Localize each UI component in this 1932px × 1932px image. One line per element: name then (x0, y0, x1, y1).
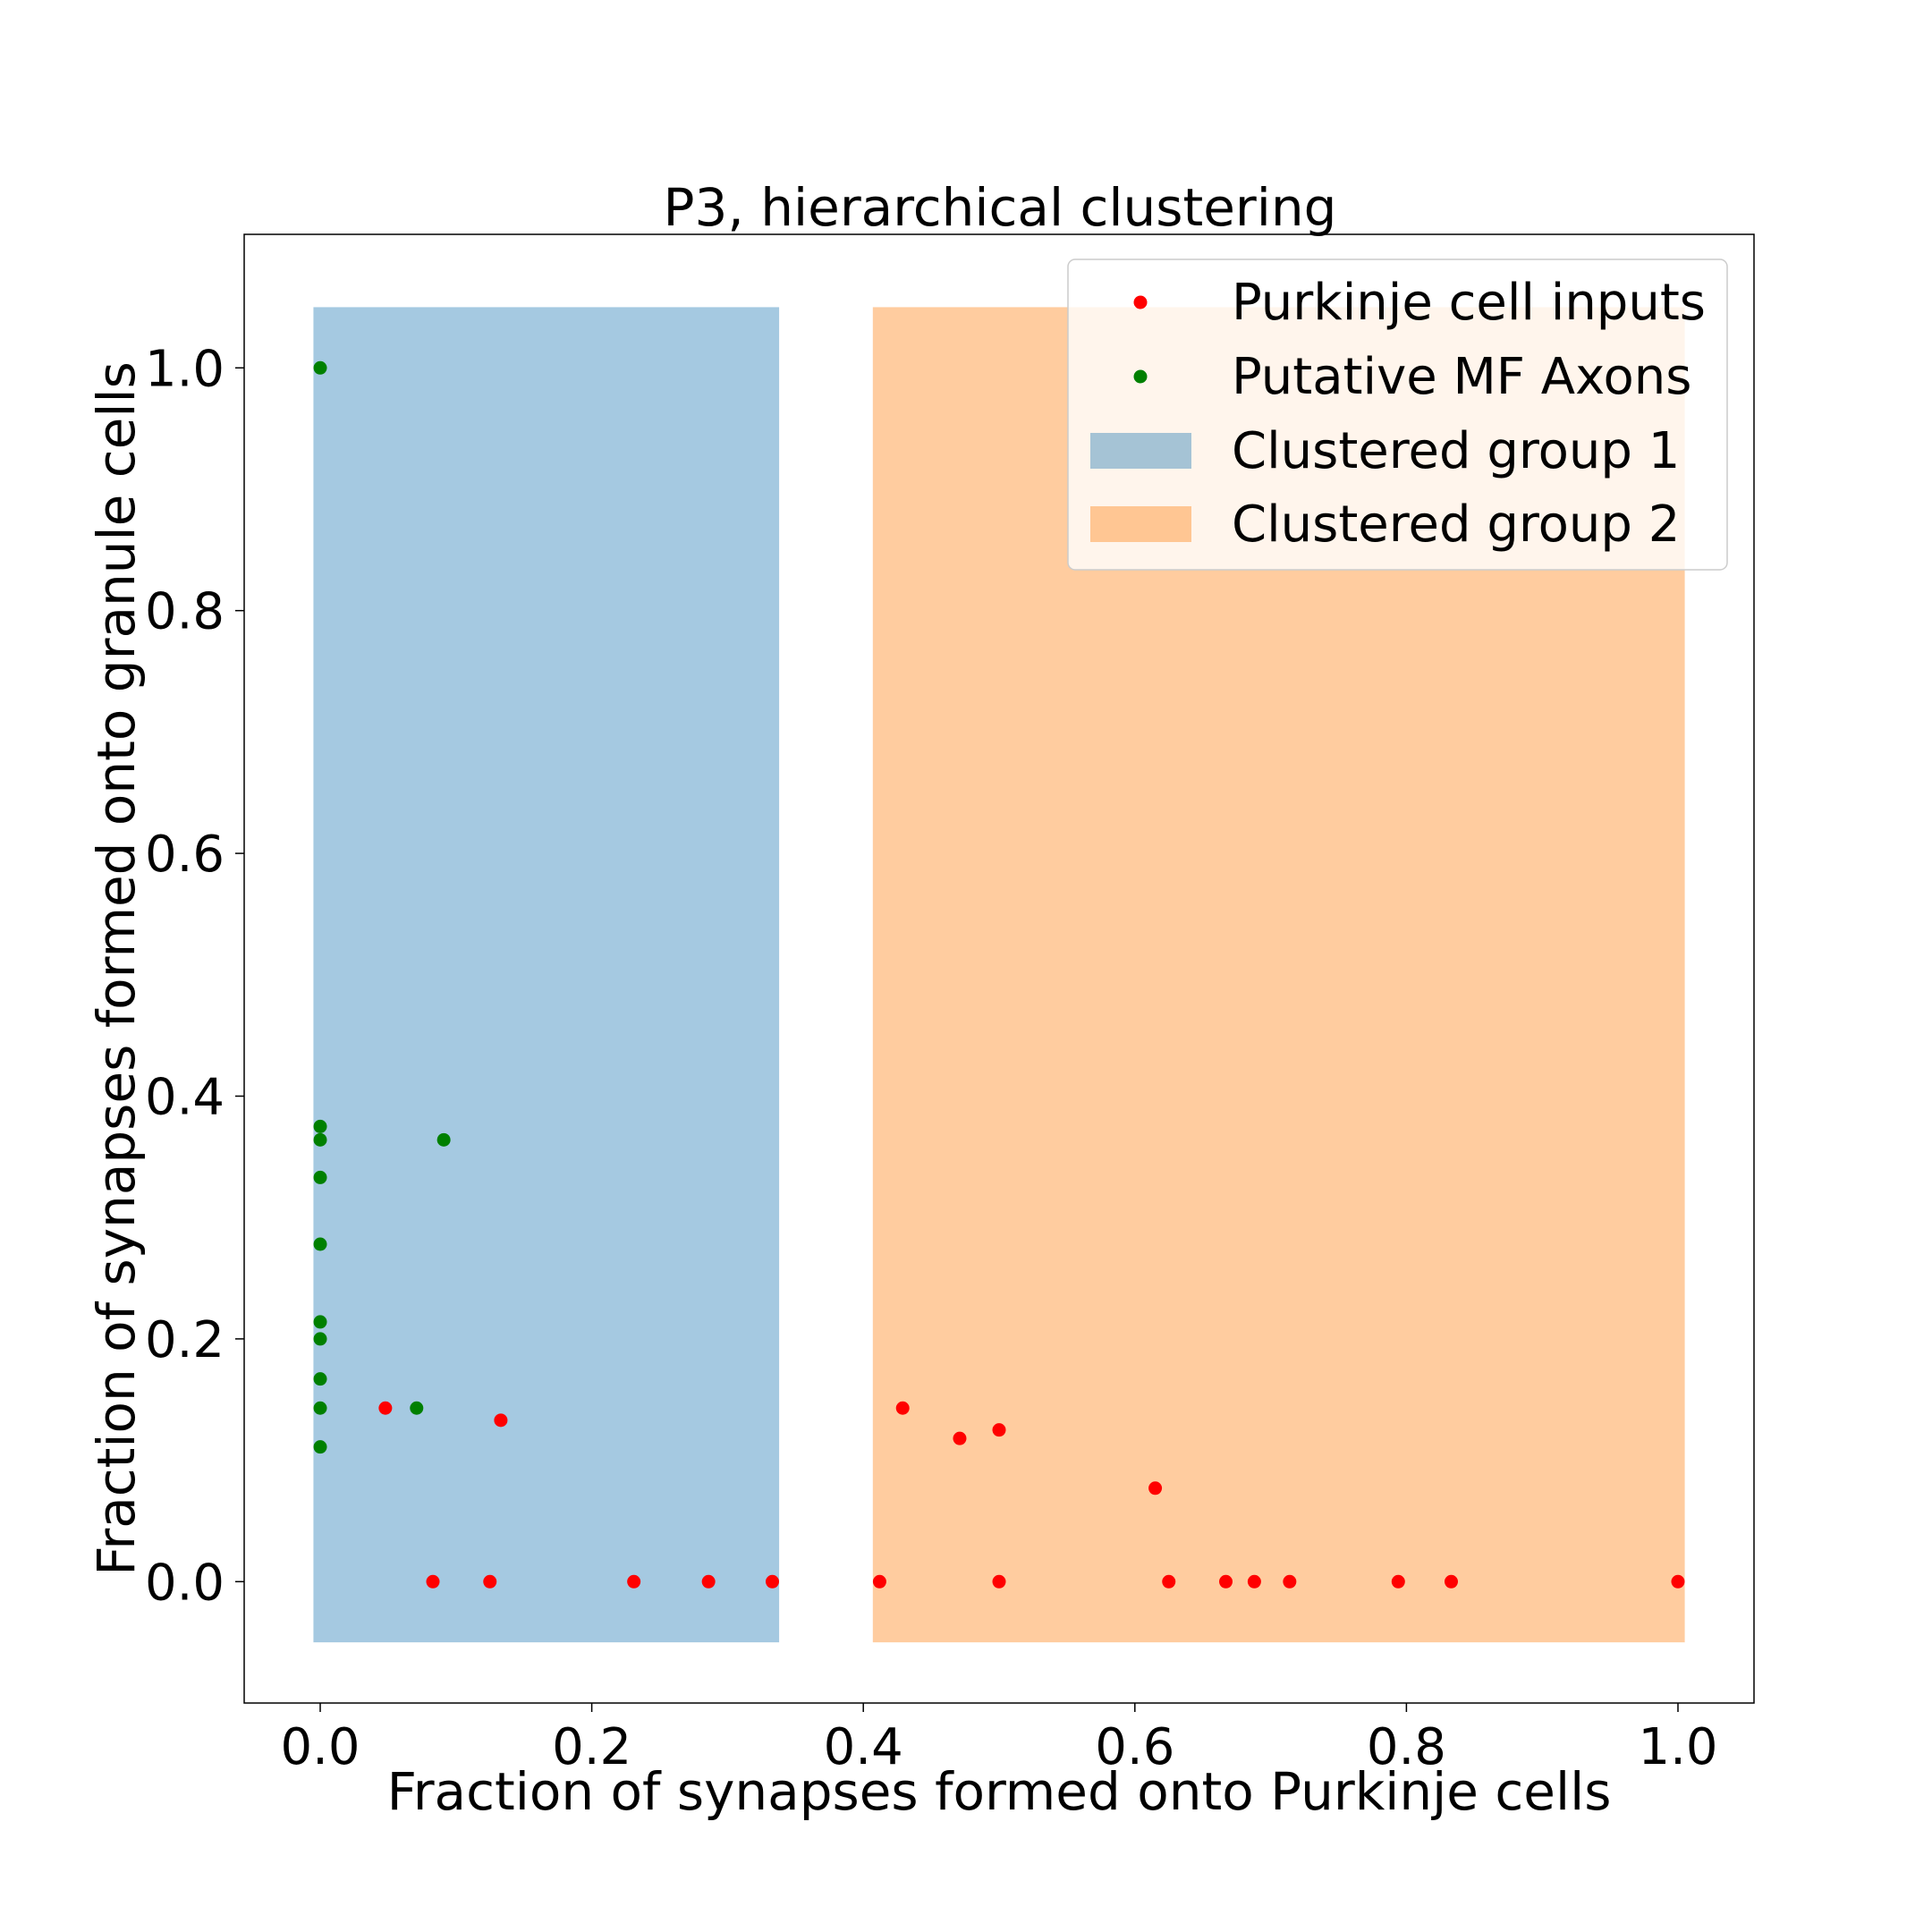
point-purkinje-input-14 (1162, 1574, 1176, 1589)
point-mf-axon-3 (313, 1132, 327, 1147)
point-mf-axon-10 (313, 1440, 327, 1454)
x-tick-label: 0.4 (824, 1718, 903, 1776)
legend-label: Clustered group 2 (1232, 496, 1680, 554)
y-tick-label: 0.8 (145, 583, 225, 641)
legend-swatch-group-1 (1090, 433, 1191, 469)
point-purkinje-input-3 (483, 1574, 497, 1589)
point-purkinje-input-17 (1283, 1574, 1297, 1589)
legend-label: Clustered group 1 (1232, 422, 1680, 480)
point-mf-axon-6 (313, 1315, 327, 1329)
point-purkinje-input-1 (378, 1401, 393, 1415)
y-tick-label: 0.2 (145, 1311, 225, 1369)
x-tick-label: 0.8 (1367, 1718, 1446, 1776)
point-purkinje-input-10 (953, 1431, 967, 1445)
point-purkinje-input-8 (872, 1574, 886, 1589)
y-tick-label: 1.0 (145, 340, 225, 398)
point-purkinje-input-16 (1247, 1574, 1261, 1589)
point-mf-axon-8 (313, 1372, 327, 1386)
x-tick-label: 0.6 (1095, 1718, 1174, 1776)
x-axis-label: Fraction of synapses formed onto Purkinj… (387, 1761, 1612, 1822)
x-tick-label: 1.0 (1638, 1718, 1717, 1776)
x-tick-label: 0.2 (552, 1718, 631, 1776)
point-mf-axon-5 (313, 1237, 327, 1251)
point-mf-axon-2 (313, 1119, 327, 1133)
point-purkinje-input-11 (992, 1423, 1006, 1437)
point-purkinje-input-18 (1391, 1574, 1405, 1589)
point-mf-axon-4 (313, 1170, 327, 1184)
point-mf-axon-9 (313, 1401, 327, 1415)
legend-box (1067, 258, 1728, 571)
point-purkinje-input-12 (992, 1574, 1006, 1589)
legend: Purkinje cell inputs Putative MF Axons Clu… (1067, 258, 1728, 571)
y-tick-label: 0.6 (145, 826, 225, 884)
y-tick-label: 0.4 (145, 1068, 225, 1126)
legend-label: Purkinje cell inputs (1232, 274, 1706, 332)
legend-marker-mf-axons (1133, 369, 1148, 384)
y-tick-label: 0.0 (145, 1554, 225, 1612)
legend-marker-purkinje-inputs (1133, 295, 1148, 309)
point-purkinje-input-4 (494, 1413, 508, 1428)
point-purkinje-input-2 (426, 1574, 440, 1589)
point-mf-axon-11 (436, 1132, 451, 1147)
point-purkinje-input-19 (1444, 1574, 1458, 1589)
y-axis-ticks: 0.0 0.2 0.4 0.6 0.8 1.0 (145, 340, 244, 1612)
chart-title: P3, hierarchical clustering (664, 177, 1337, 238)
plot-frame (243, 233, 1755, 1704)
legend-label: Putative MF Axons (1232, 348, 1691, 406)
point-purkinje-input-9 (895, 1401, 910, 1415)
y-axis-label: Fraction of synapses formed onto granule… (86, 361, 147, 1576)
point-purkinje-input-20 (1671, 1574, 1685, 1589)
x-axis-ticks: 0.0 0.2 0.4 0.6 0.8 1.0 (280, 1703, 1718, 1776)
scatter-points (313, 360, 1685, 1589)
point-mf-axon-1 (313, 360, 327, 375)
point-purkinje-input-15 (1219, 1574, 1233, 1589)
x-tick-label: 0.0 (280, 1718, 360, 1776)
point-mf-axon-7 (313, 1332, 327, 1346)
point-purkinje-input-5 (627, 1574, 641, 1589)
point-purkinje-input-7 (765, 1574, 779, 1589)
cluster-region-1 (313, 307, 780, 1643)
point-mf-axon-12 (410, 1401, 424, 1415)
point-purkinje-input-13 (1148, 1481, 1163, 1496)
legend-swatch-group-2 (1090, 506, 1191, 542)
point-purkinje-input-6 (701, 1574, 716, 1589)
